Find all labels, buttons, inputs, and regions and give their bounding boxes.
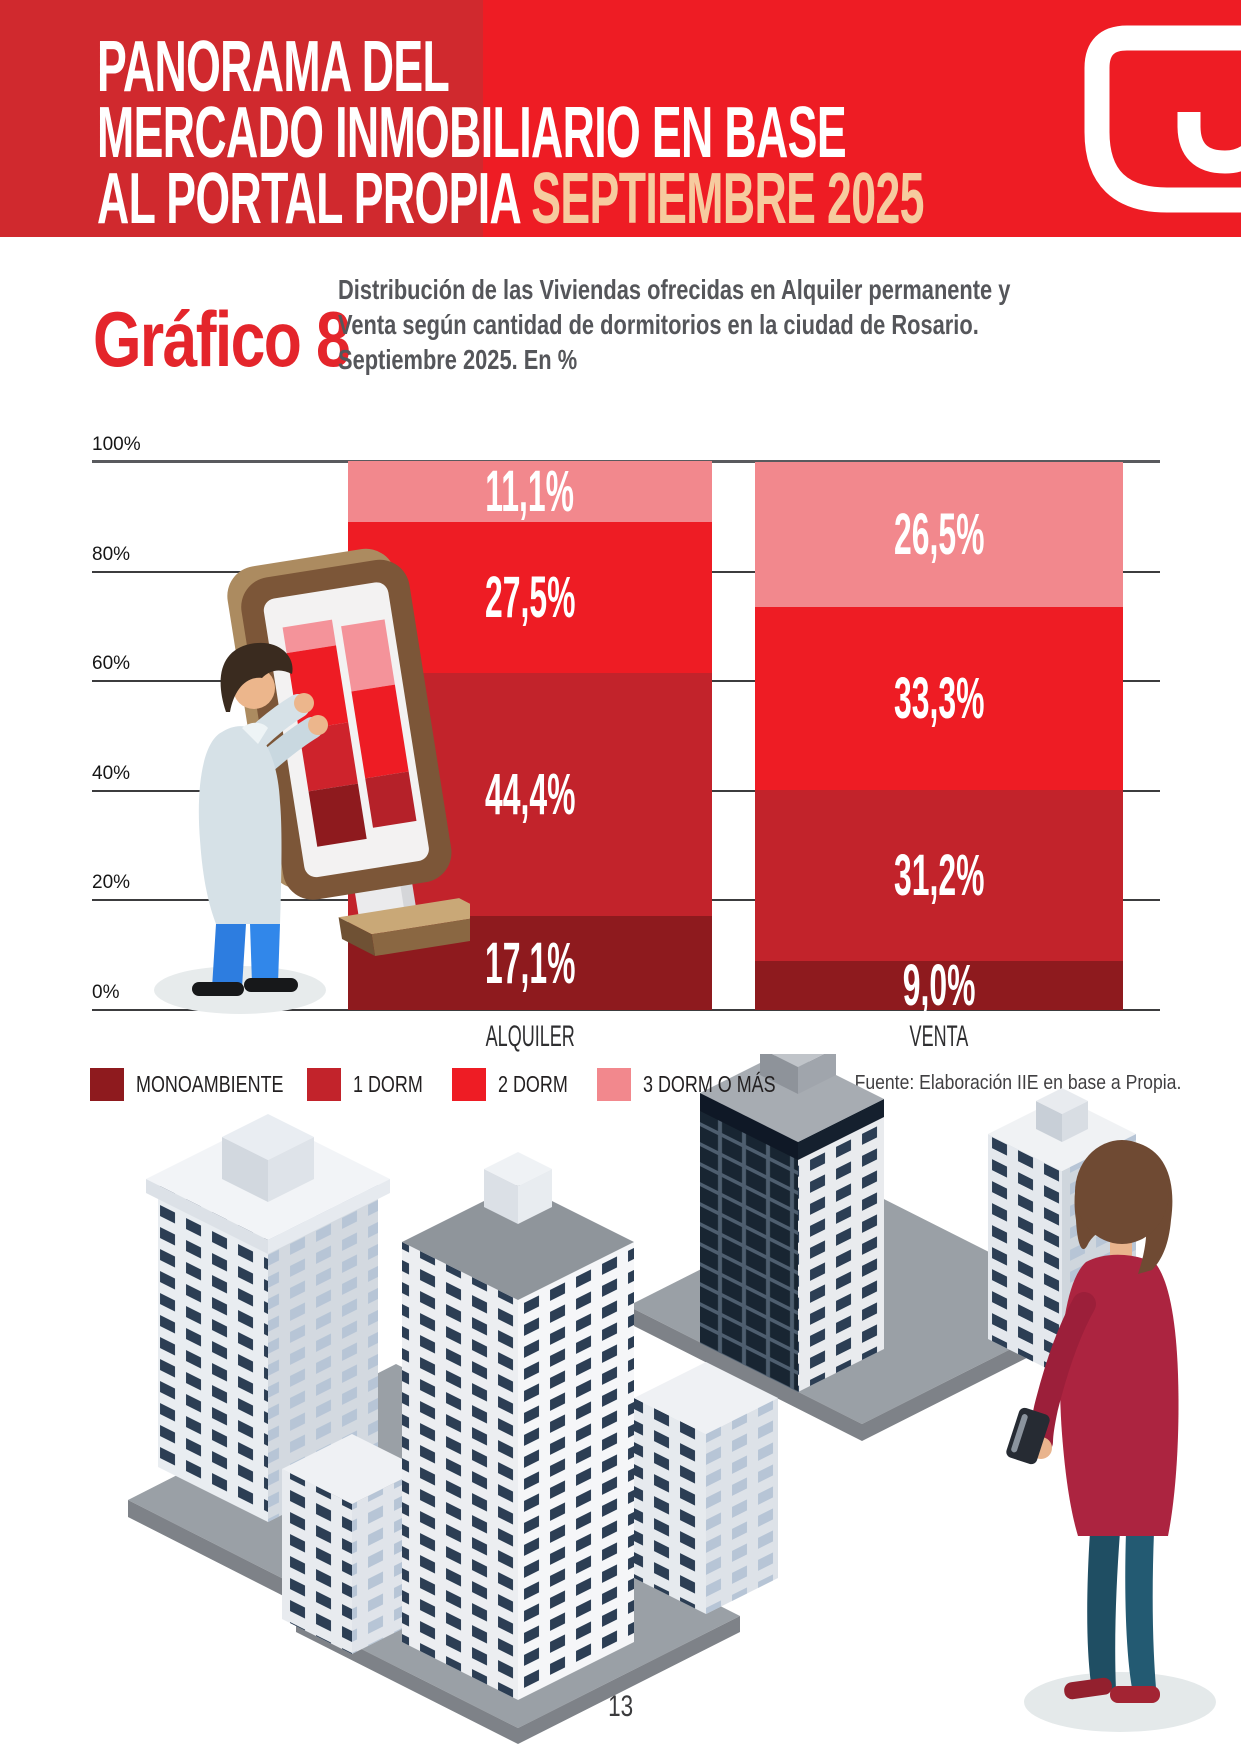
chart-subtitle-line-3: Septiembre 2025. En %: [338, 344, 578, 375]
report-header: PANORAMA DEL MERCADO INMOBILIARIO EN BAS…: [0, 0, 1241, 237]
bar-value-label: 11,1%: [485, 459, 575, 525]
legend-item-2-dorm: 2 DORM: [452, 1068, 587, 1101]
bar-value-label: 31,2%: [893, 842, 985, 908]
title-line-2: MERCADO INMOBILIARIO EN BASE: [97, 93, 847, 173]
chart-subtitle: Distribución de las Viviendas ofrecidas …: [338, 272, 1010, 377]
source-note: Fuente: Elaboración IIE en base a Propia…: [854, 1072, 1181, 1094]
y-axis-tick: 80%: [92, 543, 131, 565]
bar-value-label: 27,5%: [484, 565, 576, 631]
y-axis-tick: 100%: [92, 434, 141, 455]
dark-tower: [700, 1029, 884, 1392]
bar-segment-alquiler-3-dorm-o-más: 11,1%: [348, 459, 712, 525]
y-axis-tick: 40%: [92, 762, 131, 784]
woman-figure: [1006, 1140, 1216, 1732]
bar-value-label: 44,4%: [484, 762, 576, 828]
bar-segment-venta-monoambiente: 9,0%: [755, 953, 1123, 1018]
bar-segment-venta-3-dorm-o-más: 26,5%: [755, 462, 1123, 608]
page-title: PANORAMA DEL MERCADO INMOBILIARIO EN BAS…: [97, 27, 924, 235]
center-building-main: [402, 1152, 634, 1700]
bar-value-label: 33,3%: [893, 665, 985, 731]
chart-subtitle-line-2: Venta según cantidad de dormitorios en l…: [338, 309, 979, 340]
legend-label: MONOAMBIENTE: [136, 1071, 284, 1097]
legend-item-monoambiente: MONOAMBIENTE: [90, 1068, 325, 1101]
phone-icon: [1006, 1407, 1050, 1465]
legend-item-3-dorm-o-más: 3 DORM O MÁS: [597, 1068, 813, 1101]
title-line-3: AL PORTAL PROPIA SEPTIEMBRE 2025: [97, 163, 924, 235]
legend-swatch: [452, 1068, 486, 1101]
title-line-1: PANORAMA DEL: [97, 27, 450, 107]
legend-swatch: [597, 1068, 631, 1101]
x-axis-category-venta: VENTA: [909, 1020, 969, 1053]
y-axis-tick: 20%: [92, 872, 131, 894]
y-axis-tick: 0%: [92, 982, 120, 1003]
center-building-left-wing: [282, 1434, 422, 1654]
center-building-right-wing: [634, 1362, 778, 1614]
kiosk-man-illustration: [130, 470, 496, 1015]
kiosk-billboard: [227, 548, 496, 957]
bar-segment-venta-2-dorm: 33,3%: [755, 607, 1123, 790]
chart-subtitle-line-1: Distribución de las Viviendas ofrecidas …: [338, 274, 1011, 305]
man-figure: [192, 642, 328, 996]
page-number: 13: [607, 1690, 634, 1723]
legend-item-1-dorm: 1 DORM: [307, 1068, 442, 1101]
legend-label: 3 DORM O MÁS: [643, 1071, 776, 1097]
bar-value-label: 9,0%: [902, 952, 976, 1018]
y-axis-tick: 60%: [92, 653, 131, 675]
bar-value-label: 17,1%: [484, 930, 576, 996]
title-date-highlight: SEPTIEMBRE 2025: [531, 159, 924, 239]
legend-swatch: [307, 1068, 341, 1101]
kiosk-screen-chart: [282, 619, 417, 847]
bar-value-label: 26,5%: [893, 502, 985, 568]
legend-swatch: [90, 1068, 124, 1101]
bar-segment-venta-1-dorm: 31,2%: [755, 789, 1123, 961]
chart-number-label: Gráfico 8: [93, 295, 351, 383]
institution-logo-icon: [1071, 22, 1241, 217]
city-illustration: [0, 1029, 1241, 1754]
x-axis-category-alquiler: ALQUILER: [485, 1020, 575, 1053]
title-line-3-prefix: AL PORTAL PROPIA: [97, 159, 532, 239]
legend-label: 1 DORM: [353, 1071, 423, 1097]
legend-label: 2 DORM: [498, 1071, 568, 1097]
gridline-0%: [92, 1009, 1160, 1011]
